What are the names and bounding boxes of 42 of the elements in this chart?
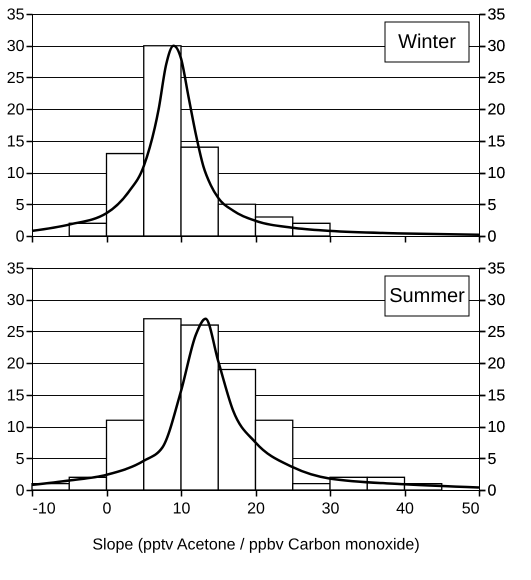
y2-tick-label: 5 bbox=[488, 196, 496, 214]
y-tick-label: 0 bbox=[16, 482, 25, 500]
y-tick-label: 20 bbox=[6, 102, 25, 119]
y2-tick-label: 0 bbox=[488, 482, 496, 500]
y2-tick-label: 20 bbox=[488, 102, 506, 119]
y-tick-label: 30 bbox=[6, 38, 25, 56]
annotation: Summer bbox=[389, 285, 466, 307]
y2-tick-label: 5 bbox=[488, 450, 496, 468]
y2-tick-label: 30 bbox=[488, 38, 506, 56]
y-tick-label: 15 bbox=[6, 133, 25, 150]
x-tick-label: 40 bbox=[396, 500, 414, 518]
y2-tick-label: 35 bbox=[488, 6, 506, 24]
y-tick-label: 20 bbox=[6, 356, 25, 373]
x-tick-label: 50 bbox=[462, 500, 480, 518]
annotation: Winter bbox=[398, 31, 456, 53]
y2-tick-label: 35 bbox=[488, 260, 506, 278]
y2-tick-label: 15 bbox=[488, 387, 506, 404]
x-tick-label: 10 bbox=[172, 500, 190, 518]
y-tick-label: 0 bbox=[16, 228, 25, 246]
y-tick-label: 5 bbox=[16, 450, 25, 468]
y2-tick-label: 15 bbox=[488, 133, 506, 150]
y-tick-label: 5 bbox=[16, 196, 25, 214]
y-tick-label: 35 bbox=[6, 6, 25, 24]
y2-tick-label: 25 bbox=[488, 324, 506, 341]
y2-tick-label: 0 bbox=[488, 228, 496, 246]
y-tick-label: 10 bbox=[6, 165, 25, 182]
y-tick-label: 35 bbox=[6, 260, 25, 278]
y2-tick-label: 10 bbox=[488, 419, 506, 436]
x-tick-label: 0 bbox=[102, 500, 112, 518]
y2-tick-label: 25 bbox=[488, 70, 506, 87]
x-tick-label: 30 bbox=[322, 500, 340, 518]
y-tick-label: 25 bbox=[6, 70, 25, 87]
y2-tick-label: 20 bbox=[488, 356, 506, 373]
y2-tick-label: 30 bbox=[488, 292, 506, 310]
y-tick-label: 15 bbox=[6, 387, 25, 404]
x-axis-title: Slope (pptv Acetone / ppbv Carbon monoxide) bbox=[92, 536, 420, 554]
x-tick-label: 20 bbox=[247, 500, 265, 518]
x-tick-label: -10 bbox=[32, 500, 56, 518]
y2-tick-label: 10 bbox=[488, 165, 506, 182]
y-tick-label: 10 bbox=[6, 419, 25, 436]
y-tick-label: 30 bbox=[6, 292, 25, 310]
y-tick-label: 25 bbox=[6, 324, 25, 341]
